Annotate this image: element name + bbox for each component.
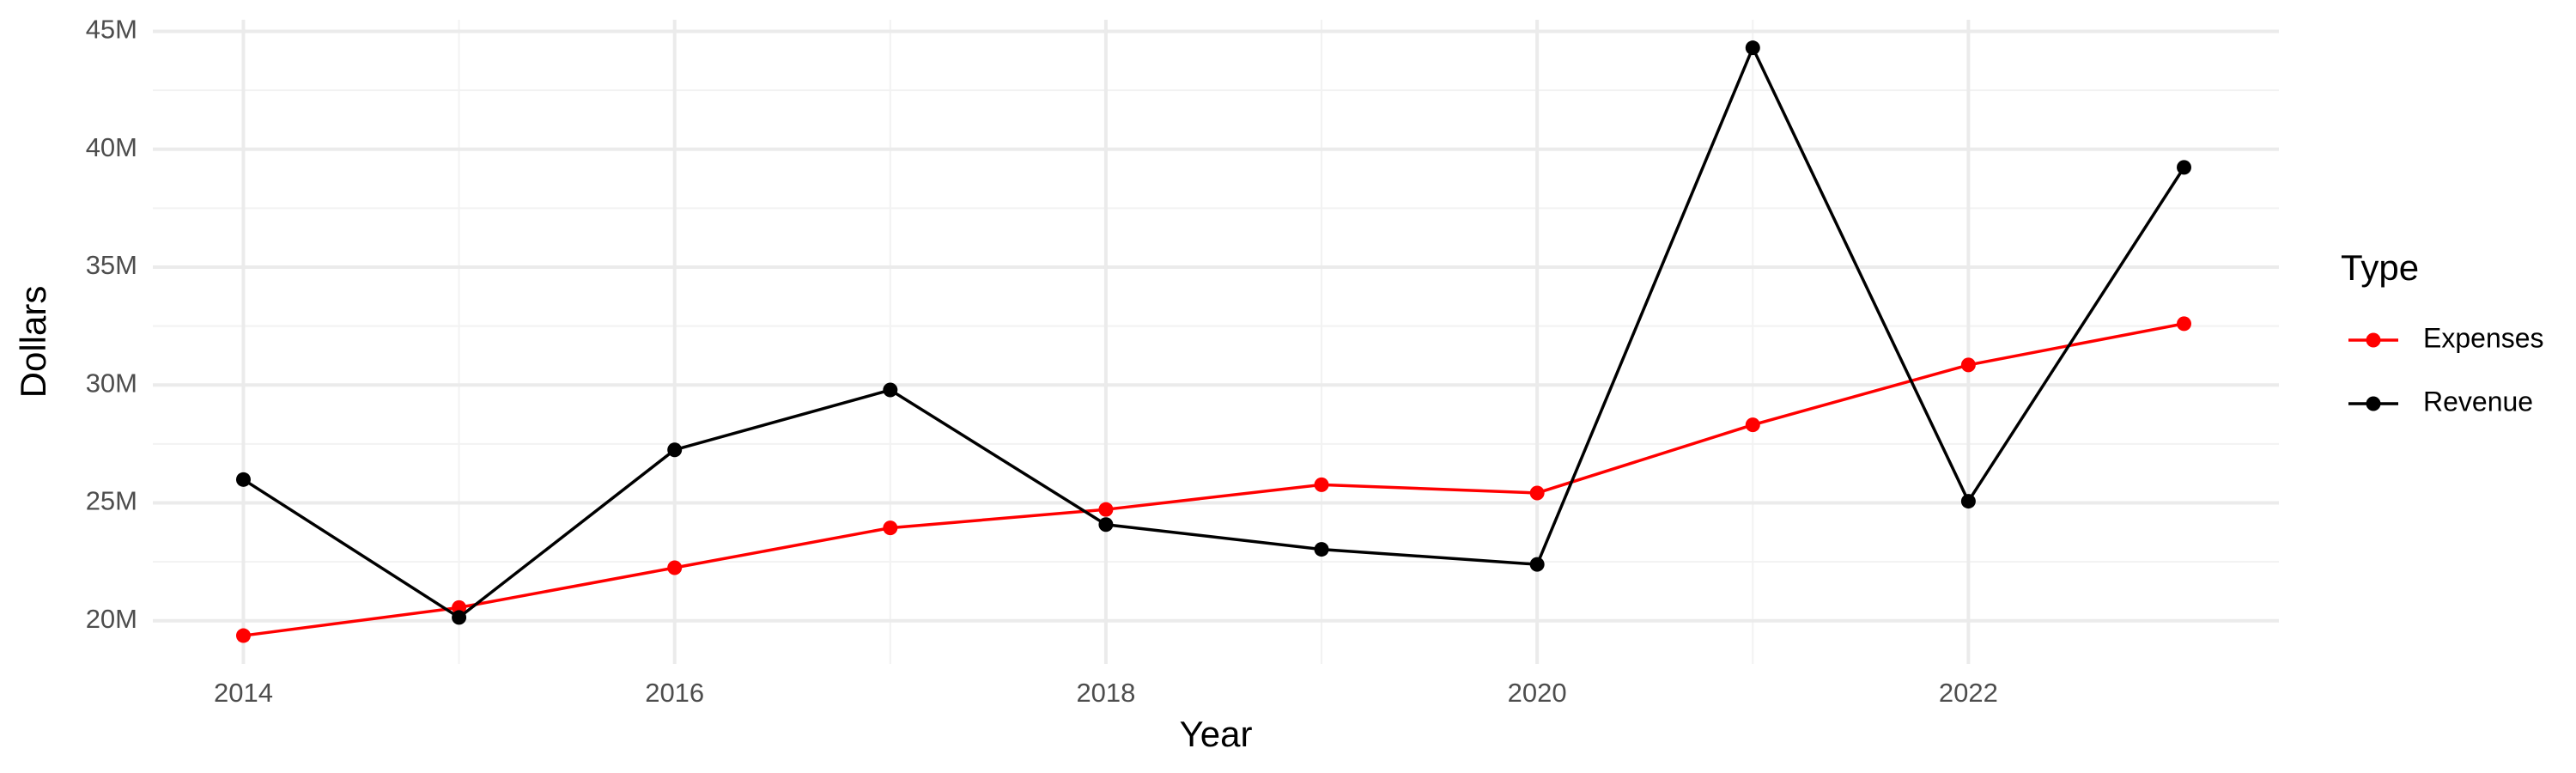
y-tick-label: 20M <box>86 604 137 634</box>
data-point <box>452 610 467 625</box>
data-point <box>1529 557 1545 572</box>
data-point <box>2177 316 2192 332</box>
data-point <box>883 382 898 398</box>
legend-marker <box>2366 332 2381 348</box>
x-tick-label: 2014 <box>214 678 273 708</box>
legend-marker <box>2366 396 2381 411</box>
x-tick-label: 2018 <box>1076 678 1135 708</box>
data-point <box>1314 542 1329 557</box>
data-point <box>667 560 683 575</box>
data-point <box>1098 502 1114 517</box>
x-tick-label: 2016 <box>645 678 704 708</box>
legend-label: Revenue <box>2423 386 2533 417</box>
y-tick-label: 25M <box>86 486 137 516</box>
y-axis-title: Dollars <box>13 286 53 399</box>
series-line <box>243 322 2184 637</box>
x-tick-label: 2020 <box>1508 678 1567 708</box>
data-point <box>1529 485 1545 501</box>
legend-label: Expenses <box>2423 322 2544 353</box>
data-point <box>1098 517 1114 533</box>
data-point <box>2177 160 2192 175</box>
y-tick-label: 35M <box>86 250 137 280</box>
data-point <box>235 628 251 643</box>
data-point <box>1314 477 1329 492</box>
x-axis-title: Year <box>1180 714 1253 754</box>
y-tick-label: 30M <box>86 368 137 398</box>
grid <box>153 20 2279 664</box>
data-point <box>235 472 251 487</box>
data-point <box>667 442 683 458</box>
legend-title: Type <box>2341 247 2419 288</box>
x-tick-label: 2022 <box>1939 678 1998 708</box>
series-line <box>242 44 2185 620</box>
data-point <box>1960 357 1976 373</box>
data-point <box>883 520 898 536</box>
y-tick-label: 40M <box>86 132 137 162</box>
y-tick-label: 45M <box>86 15 137 45</box>
data-point <box>1745 40 1760 56</box>
data-point <box>1960 494 1976 509</box>
data-point <box>1745 417 1760 433</box>
